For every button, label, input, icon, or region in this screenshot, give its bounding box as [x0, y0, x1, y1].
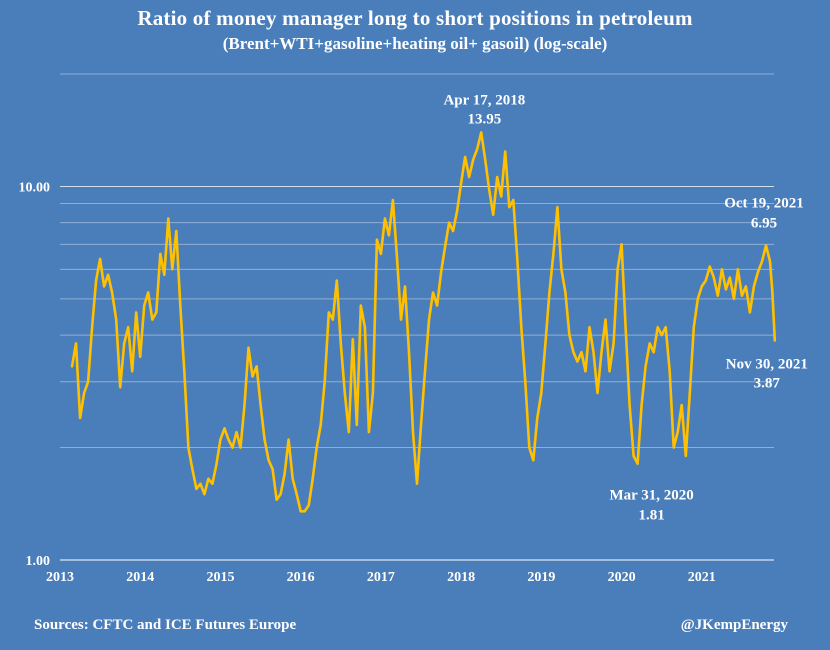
x-axis-ticks: 2013 2014 2015 2016 2017 2018 2019 2020 2021 — [46, 570, 716, 585]
annotation-value: 3.87 — [754, 375, 781, 391]
annotation-date: Mar 31, 2020 — [609, 488, 693, 504]
annotation-value: 1.81 — [639, 508, 665, 524]
x-tick-label: 2014 — [126, 570, 154, 585]
x-tick-label: 2013 — [46, 570, 74, 585]
chart-subtitle: (Brent+WTI+gasoline+heating oil+ gasoil)… — [222, 34, 608, 53]
y-tick-label: 1.00 — [26, 554, 51, 569]
gridlines — [60, 73, 774, 449]
y-axis-ticks: 1.00 10.00 — [19, 180, 51, 569]
x-tick-label: 2020 — [608, 570, 636, 585]
sources-note: Sources: CFTC and ICE Futures Europe — [34, 617, 297, 633]
annotation-date: Apr 17, 2018 — [443, 92, 525, 108]
x-tick-label: 2018 — [447, 570, 475, 585]
annotation-value: 13.95 — [468, 111, 502, 127]
author-handle: @JKempEnergy — [680, 617, 788, 633]
x-tick-label: 2016 — [287, 570, 315, 585]
annotations: Apr 17, 2018 13.95 Oct 19, 2021 6.95 Nov 30,… — [443, 92, 807, 523]
x-tick-label: 2021 — [688, 570, 716, 585]
chart-title: Ratio of money manager long to short pos… — [137, 6, 693, 30]
series-line — [70, 131, 777, 513]
y-tick-label: 10.00 — [19, 180, 51, 195]
x-tick-label: 2019 — [527, 570, 555, 585]
annotation-date: Oct 19, 2021 — [724, 195, 804, 211]
x-tick-label: 2017 — [367, 570, 395, 585]
annotation-date: Nov 30, 2021 — [726, 356, 808, 372]
annotation-value: 6.95 — [751, 215, 777, 231]
x-tick-label: 2015 — [206, 570, 234, 585]
